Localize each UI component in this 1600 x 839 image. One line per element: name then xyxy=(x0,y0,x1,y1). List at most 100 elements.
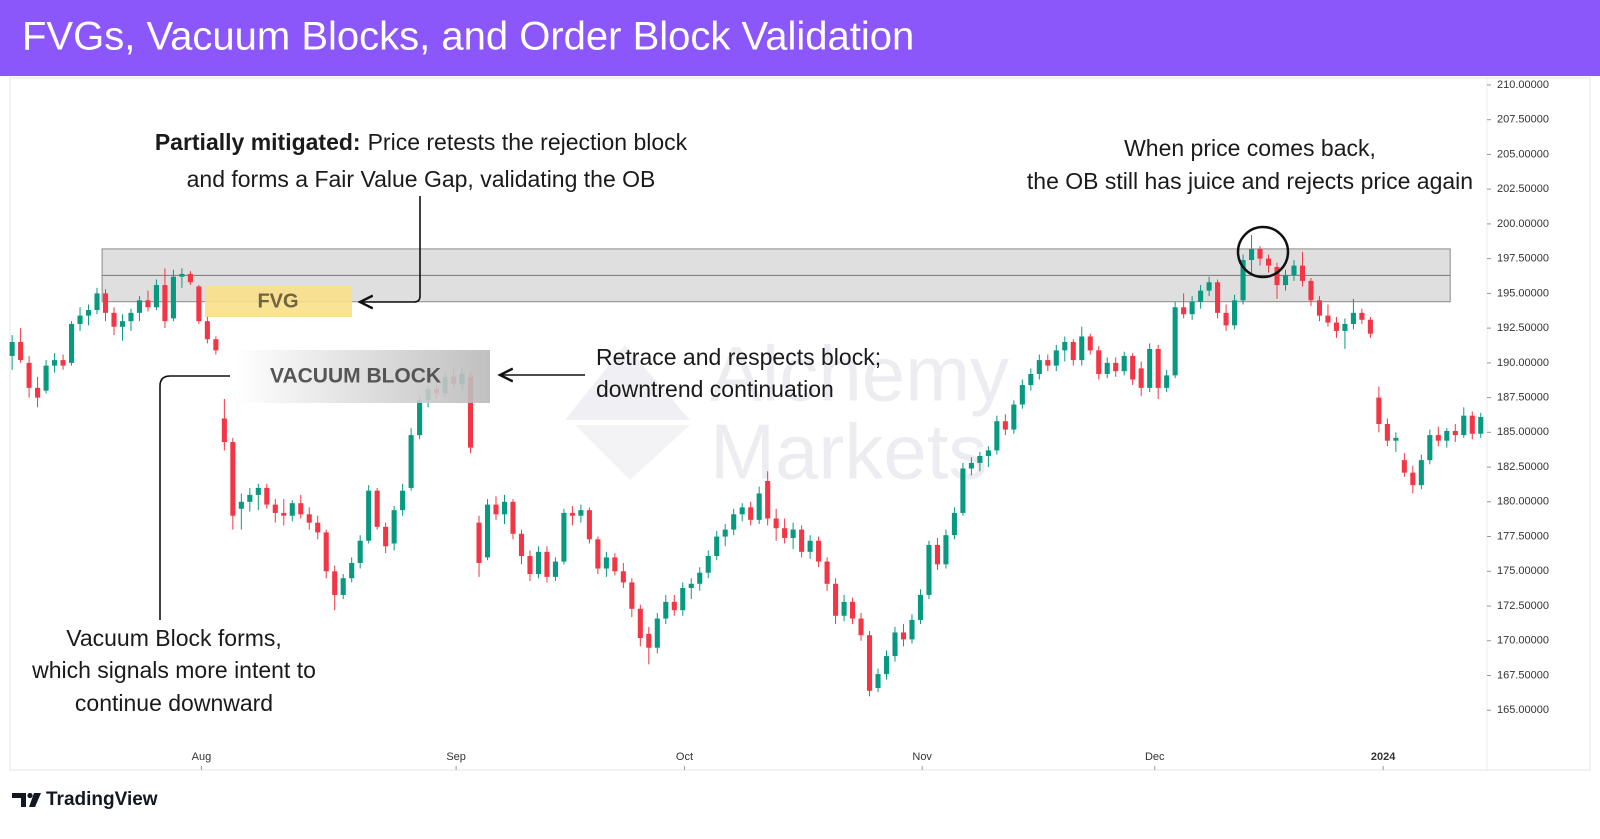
logo-part xyxy=(12,793,26,807)
candle-body xyxy=(535,551,541,575)
candle-body xyxy=(1444,430,1450,441)
y-tick-label: 170.00000 xyxy=(1497,635,1549,647)
candle-body xyxy=(612,557,618,572)
candle-body xyxy=(1240,260,1246,301)
candle-body xyxy=(985,450,991,456)
candle-body xyxy=(799,529,805,552)
candle-body xyxy=(264,487,270,505)
y-tick-label: 197.50000 xyxy=(1497,253,1549,265)
candle-body xyxy=(1223,312,1229,326)
y-tick-label: 172.50000 xyxy=(1497,600,1549,612)
candle-body xyxy=(1282,275,1289,286)
x-tick-label: Aug xyxy=(192,751,212,763)
candle-body xyxy=(773,518,779,529)
annotation-text: which signals more intent to xyxy=(31,657,316,683)
candle-body xyxy=(408,435,414,488)
candle-body xyxy=(1113,362,1119,372)
candle-body xyxy=(883,656,890,675)
candle-body xyxy=(1333,322,1339,331)
y-tick-label: 175.00000 xyxy=(1497,565,1549,577)
candle-body xyxy=(1367,319,1373,334)
candle-body xyxy=(1384,424,1390,441)
y-tick-label: 177.50000 xyxy=(1497,530,1549,542)
logo-part xyxy=(29,793,41,807)
title: FVGs, Vacuum Blocks, and Order Block Val… xyxy=(22,15,914,59)
candle-body xyxy=(128,312,134,322)
candle-body xyxy=(841,601,847,616)
y-tick-label: 200.00000 xyxy=(1497,218,1549,230)
candle-body xyxy=(1308,280,1314,301)
candle-body xyxy=(782,528,788,538)
watermark-logo xyxy=(565,345,690,420)
candle-body xyxy=(510,501,516,534)
vacuum-label: VACUUM BLOCK xyxy=(270,365,441,388)
arrow xyxy=(360,196,421,302)
candle-body xyxy=(501,501,508,515)
candle-body xyxy=(1155,348,1161,388)
candle-body xyxy=(688,583,694,588)
y-tick-label: 195.00000 xyxy=(1497,287,1549,299)
watermark-text: Alchemy xyxy=(710,330,1009,418)
candle-body xyxy=(35,387,41,398)
candle-body xyxy=(306,514,312,523)
connector xyxy=(159,375,230,620)
candle-body xyxy=(204,321,210,340)
candle-body xyxy=(1401,460,1407,473)
candle-body xyxy=(790,529,796,538)
candle-body xyxy=(1019,385,1025,405)
candle-body xyxy=(765,480,771,519)
candle-body xyxy=(153,285,159,308)
candle-body xyxy=(255,487,261,495)
annotation-text: the OB still has juice and rejects price… xyxy=(1027,168,1473,194)
candle-body xyxy=(1079,336,1085,361)
candle-body xyxy=(94,293,100,311)
candle-body xyxy=(646,633,652,648)
candle-body xyxy=(1036,360,1042,374)
candle-body xyxy=(756,493,762,520)
candle-body xyxy=(1070,342,1076,361)
candle-body xyxy=(400,490,406,511)
y-tick-label: 190.00000 xyxy=(1497,357,1549,369)
candle-body xyxy=(731,514,737,530)
candle-body xyxy=(544,551,550,577)
candle-body xyxy=(366,490,372,541)
candle-body xyxy=(603,557,609,569)
annotation-text: When price comes back, xyxy=(1124,135,1376,161)
annotation-text: downtrend continuation xyxy=(596,376,834,402)
candle-body xyxy=(1435,435,1441,441)
candle-body xyxy=(620,571,626,583)
candle-body xyxy=(196,286,202,322)
candle-body xyxy=(187,273,193,283)
candle-body xyxy=(1410,472,1416,486)
candle-body xyxy=(145,300,151,308)
candle-body xyxy=(1342,323,1348,331)
candle-body xyxy=(179,273,185,277)
candle-body xyxy=(52,360,58,366)
candle-body xyxy=(1130,355,1136,380)
candle-body xyxy=(1376,397,1382,424)
candle-body xyxy=(968,462,974,469)
candle-body xyxy=(654,618,660,648)
candle-body xyxy=(493,504,499,515)
candle-body xyxy=(484,504,491,558)
candle-body xyxy=(892,632,898,657)
x-tick-label: Nov xyxy=(912,751,932,763)
candle-body xyxy=(586,510,592,540)
candle-body xyxy=(1299,265,1306,281)
candle-body xyxy=(18,342,24,361)
candle-body xyxy=(1359,312,1365,320)
y-tick-label: 192.50000 xyxy=(1497,322,1549,334)
candle-body xyxy=(1478,417,1484,434)
annotation-text: Retrace and respects block; xyxy=(596,344,881,370)
logo-part xyxy=(27,792,33,799)
annotation-text: Price retests the rejection block xyxy=(368,129,688,155)
candle-body xyxy=(824,561,830,584)
y-tick-label: 165.00000 xyxy=(1497,704,1549,716)
candle-body xyxy=(1257,248,1263,259)
candle-body xyxy=(1011,404,1017,430)
candle-body xyxy=(1215,282,1221,313)
candle-body xyxy=(332,571,338,595)
candle-body xyxy=(247,494,253,502)
candle-body xyxy=(671,601,677,611)
